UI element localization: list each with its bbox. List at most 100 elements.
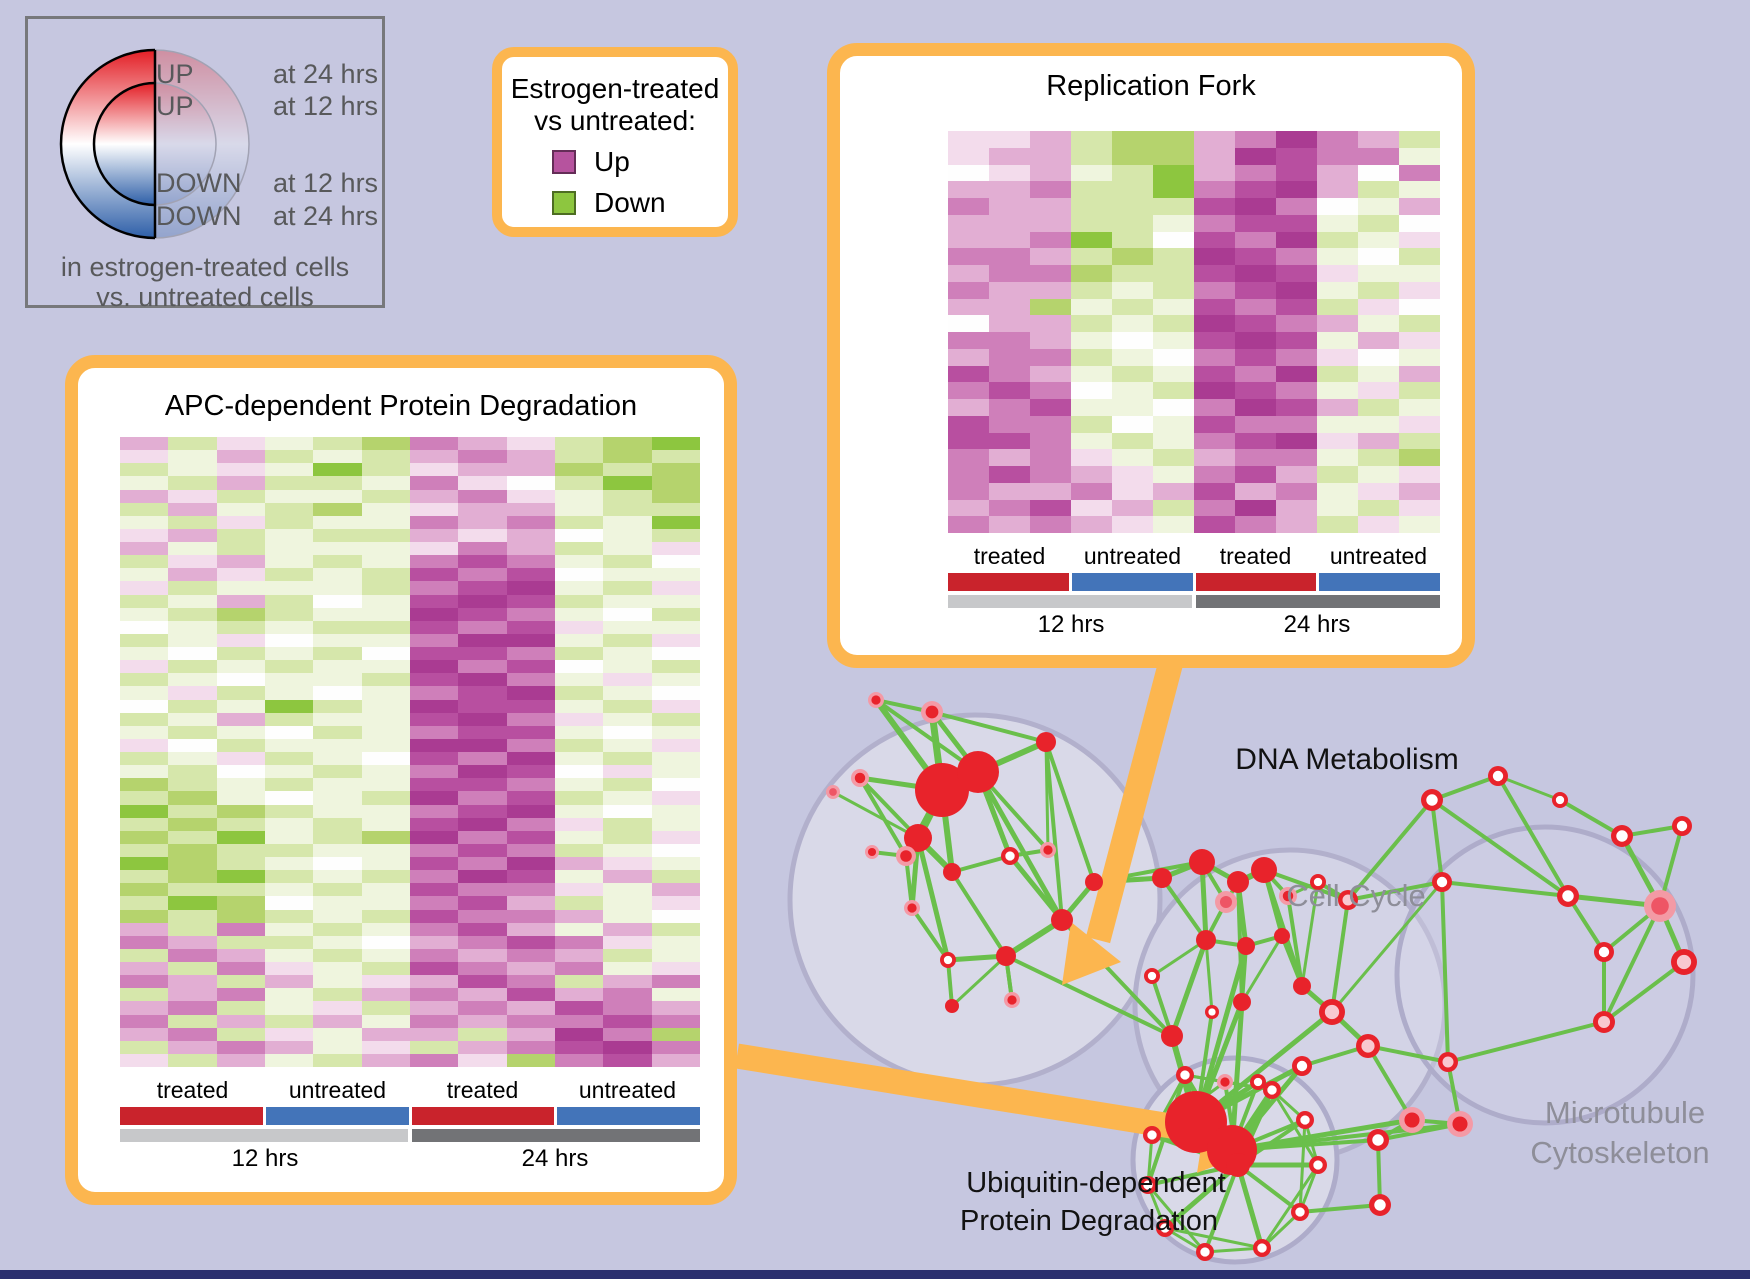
heatmap-cell [1399,516,1440,533]
heatmap-cell [651,476,700,490]
heatmap-cell [313,804,362,818]
heatmap-cell [361,725,410,739]
network-node [1438,1052,1458,1072]
network-node [1296,1060,1308,1072]
heatmap-cell [409,673,459,687]
heatmap-cell [1399,332,1440,349]
heatmap-cell [506,909,555,923]
heatmap-cell [1112,466,1153,483]
heatmap-cell [1235,298,1276,316]
network-edge [1602,904,1662,1024]
heatmap-cell [1235,348,1276,366]
heatmap-cell [1071,214,1112,232]
heatmap-cell [458,843,507,857]
heatmap-cell [1112,231,1153,249]
heatmap-cell [506,1027,555,1041]
network-node [1176,1066,1194,1084]
heatmap-cell [120,752,169,766]
heatmap-cell [216,870,265,884]
heatmap-cell [1112,181,1153,198]
heatmap-cell [458,883,507,897]
heatmap-cell [313,489,362,503]
heatmap-cell [1317,231,1358,249]
heatmap-cell [120,791,169,805]
network-node [1253,1077,1263,1087]
network-node [1160,1223,1170,1233]
heatmap-cell [458,778,507,792]
heatmap-cell [409,1053,459,1067]
heatmap-cell [361,830,410,844]
heatmap-cell [554,437,604,451]
heatmap-cell [1399,164,1440,182]
heatmap-cell [603,896,652,910]
heatmap-cell [1399,265,1440,282]
updown-legend-box: UP at 24 hrs UP at 12 hrs DOWN at 12 hrs… [25,16,385,312]
heatmap-cell [506,594,555,608]
network-node [1562,890,1574,902]
legend-item-up: Up [502,146,728,178]
heatmap-cell [603,712,652,726]
up-label: Up [594,146,630,178]
heatmap-cell [120,1014,169,1028]
heatmap-cell [458,804,507,818]
network-node [1616,830,1628,842]
heatmap-cell [216,463,265,477]
heatmap-cell [409,594,459,608]
network-node [867,847,877,857]
heatmap-cell [1030,131,1071,148]
heatmap-cell [1399,499,1440,517]
heatmap-cell [168,948,217,962]
heatmap-cell [1153,231,1194,249]
heatmap-cell [120,515,169,529]
heatmap-cell [1194,281,1235,299]
condition-bar-segment [265,1107,409,1125]
condition-label: untreated [578,1077,677,1103]
heatmap-cell [554,673,604,687]
timepoint-label: 24 hrs [521,1145,589,1172]
heatmap-cell [989,298,1030,316]
network-node [1152,868,1172,888]
network-node [1227,871,1249,893]
heatmap-cell [361,948,410,962]
heatmap-cell [458,568,507,582]
timepoint-bar-segment [948,595,1192,608]
heatmap-cell [313,699,362,713]
heatmap-cell [458,450,507,464]
heatmap-cell [361,962,410,976]
heatmap-cell [1358,332,1399,349]
heatmap-cell [554,463,604,477]
network-node [1324,1004,1340,1020]
heatmap-cell [603,607,652,621]
heatmap-cell [603,515,652,529]
heatmap-cell [361,778,410,792]
heatmap-cell [651,843,700,857]
heatmap-cell [120,660,169,674]
heatmap-cell [651,1001,700,1015]
network-edge [1430,774,1500,802]
heatmap-cell [216,450,265,464]
heatmap-cell [409,1014,459,1028]
heatmap-cell [603,542,652,556]
heatmap-cell [361,1014,410,1028]
heatmap-cell [603,528,652,542]
heatmap-cell [1030,231,1071,249]
heatmap-cell [1358,399,1399,416]
cluster-circle-dna-metabolism [787,712,1163,1088]
heatmap-cell [1030,181,1071,198]
heatmap-cell [506,830,555,844]
heatmap-cell [948,516,989,533]
heatmap-cell [216,738,265,752]
heatmap-cell [458,935,507,949]
network-edge [1658,824,1684,908]
heatmap-cell [1358,365,1399,383]
heatmap-cell [506,765,555,779]
heatmap-cell [216,594,265,608]
network-node [1374,1199,1386,1211]
heatmap-cell [409,620,459,634]
heatmap-cell [168,594,217,608]
heatmap-cell [264,1040,314,1054]
network-edge [1229,1063,1305,1153]
heatmap-cell [168,791,217,805]
heatmap-cell [651,804,700,818]
heatmap-cell [1071,382,1112,399]
